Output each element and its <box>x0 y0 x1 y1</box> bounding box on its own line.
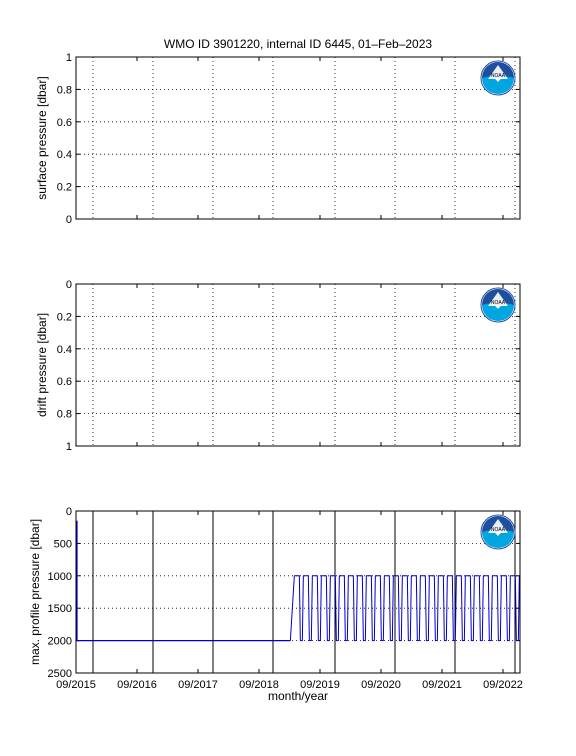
x-axis-label: month/year <box>268 689 328 703</box>
y-tick-label: 0.4 <box>57 344 72 356</box>
logo-lower <box>482 303 514 321</box>
y-tick-label: 500 <box>54 538 72 550</box>
y-tick-label: 0 <box>66 214 72 226</box>
logo-gull <box>488 519 508 533</box>
y-tick-label: 1 <box>66 52 72 64</box>
y-axis-label: drift pressure [dbar] <box>35 313 49 417</box>
y-tick-label: 0.8 <box>57 409 72 421</box>
y-tick-label: 0.2 <box>57 311 72 323</box>
plot-area <box>76 284 520 446</box>
x-tick-label: 09/2017 <box>178 679 218 691</box>
x-tick-label: 09/2018 <box>239 679 279 691</box>
y-tick-label: 0.6 <box>57 117 72 129</box>
noaa-logo-icon: NOAA <box>480 287 516 323</box>
x-tick-label: 09/2021 <box>422 679 462 691</box>
axes-frame <box>75 283 521 447</box>
y-tick-label: 1000 <box>48 571 72 583</box>
y-axis-label: max. profile pressure [dbar] <box>28 519 42 665</box>
logo-gull <box>488 65 508 79</box>
y-tick-label: 0 <box>66 506 72 518</box>
noaa-logo-icon: NOAA <box>480 514 516 550</box>
logo-text: NOAA <box>491 300 506 306</box>
panel-1: 0 0.2 0.4 0.6 0.8 1 surface pressure [dbar] NOA… <box>35 52 521 226</box>
y-tick-label: 1500 <box>48 603 72 615</box>
y-tick-label: 2000 <box>48 636 72 648</box>
y-tick-label: 1 <box>66 441 72 453</box>
logo-text: NOAA <box>491 527 506 533</box>
axes-frame <box>75 56 521 220</box>
x-tick-label: 09/2020 <box>361 679 401 691</box>
x-tick-label: 09/2015 <box>56 679 96 691</box>
x-tick-label: 09/2022 <box>483 679 523 691</box>
y-tick-label: 0.2 <box>57 182 72 194</box>
x-tick-label: 09/2019 <box>300 679 340 691</box>
chart-title: WMO ID 3901220, internal ID 6445, 01–Feb… <box>164 37 432 51</box>
logo-lower <box>482 76 514 94</box>
logo-gull <box>488 292 508 306</box>
y-tick-label: 0 <box>66 279 72 291</box>
y-tick-label: 2500 <box>48 668 72 680</box>
logo-text: NOAA <box>491 73 506 79</box>
axes-frame <box>75 510 521 674</box>
plot-area <box>76 511 520 673</box>
panel-2: 0 0.2 0.4 0.6 0.8 1 drift pressure [dbar] NOAA <box>35 279 521 453</box>
plot-area <box>76 57 520 219</box>
panel-3: 0 500 1000 1500 2000 2500 max. profile pressur… <box>28 506 521 680</box>
y-tick-label: 0.8 <box>57 84 72 96</box>
logo-lower <box>482 530 514 548</box>
x-tick-label: 09/2016 <box>117 679 157 691</box>
y-axis-label: surface pressure [dbar] <box>35 76 49 199</box>
y-tick-label: 0.4 <box>57 149 72 161</box>
noaa-logo-icon: NOAA <box>480 60 516 96</box>
series-line-alternating <box>289 575 520 642</box>
y-tick-label: 0.6 <box>57 376 72 388</box>
